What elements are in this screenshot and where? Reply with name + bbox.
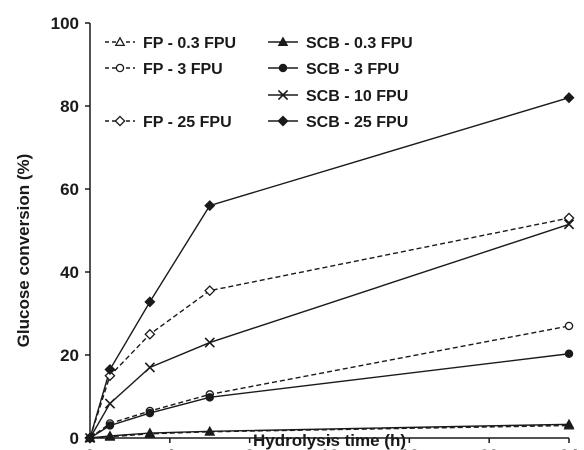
data-point-scb-0-3-fpu [144, 427, 156, 438]
legend-marker-scb-0-3-fpu [277, 36, 289, 47]
x-tick-label: 8 [245, 446, 254, 450]
y-tick-label: 40 [60, 263, 79, 282]
y-tick-label: 0 [70, 429, 79, 448]
x-tick-label: 4 [165, 446, 175, 450]
legend-marker-scb-25-fpu [277, 115, 289, 127]
data-point-scb-10-fpu [563, 219, 575, 230]
x-axis-title: Hydrolysis time (h) [253, 431, 406, 450]
data-point-scb-25-fpu [563, 92, 575, 104]
y-axis-title: Glucose conversion (%) [14, 154, 33, 348]
data-point-fp-25-fpu [144, 328, 156, 340]
y-tick-label: 20 [60, 346, 79, 365]
legend-marker-fp-3-fpu [115, 63, 125, 73]
legend: FP - 0.3 FPU FP - 3 FPU FP - 25 FPU SCB - 0… [105, 35, 413, 131]
data-point-fp-25-fpu [563, 212, 575, 224]
x-tick-label: 12 [320, 446, 339, 450]
legend-label-scb-25-fpu: SCB - 25 FPU [306, 114, 408, 131]
series-line-scb-25-fpu [89, 97, 570, 439]
series-markers [84, 92, 575, 444]
x-tick-label: 24 [560, 446, 579, 450]
axes [89, 23, 569, 439]
legend-label-scb-0-3-fpu: SCB - 0.3 FPU [306, 35, 413, 52]
data-point-fp-3-fpu [564, 321, 574, 331]
legend-label-fp-3-fpu: FP - 3 FPU [143, 61, 223, 78]
data-point-scb-3-fpu [145, 408, 155, 418]
x-tick-label: 20 [480, 446, 499, 450]
data-point-scb-10-fpu [144, 362, 156, 373]
data-point-scb-3-fpu [205, 393, 214, 402]
data-point-scb-10-fpu [104, 398, 116, 409]
data-point-scb-0-3-fpu [104, 430, 116, 440]
series-line-fp-3-fpu [89, 325, 570, 439]
legend-marker-scb-10-fpu [277, 89, 289, 101]
data-point-scb-25-fpu [144, 296, 156, 308]
legend-marker-scb-3-fpu [278, 63, 288, 73]
y-tick-label: 60 [60, 180, 79, 199]
tick-group: 0 4 8 12 16 20 24 0 20 40 60 80 100 [51, 14, 579, 450]
legend-marker-fp-0-3-fpu [114, 36, 126, 47]
data-point-fp-25-fpu [204, 285, 216, 297]
data-point-scb-0-3-fpu [563, 418, 575, 429]
legend-marker-fp-25-fpu [114, 115, 126, 127]
y-tick-label: 100 [51, 14, 79, 33]
legend-label-fp-0-3-fpu: FP - 0.3 FPU [143, 35, 236, 52]
series-lines [89, 97, 570, 439]
data-point-scb-25-fpu [204, 200, 216, 212]
data-point-scb-25-fpu [104, 364, 116, 376]
x-tick-label: 0 [85, 446, 94, 450]
legend-label-scb-10-fpu: SCB - 10 FPU [306, 88, 408, 105]
y-tick-label: 80 [60, 97, 79, 116]
series-line-scb-10-fpu [89, 223, 570, 439]
data-point-scb-3-fpu [564, 349, 574, 359]
series-line-fp-25-fpu [89, 217, 570, 439]
data-point-scb-3-fpu [105, 421, 115, 430]
legend-label-scb-3-fpu: SCB - 3 FPU [306, 61, 399, 78]
data-point-scb-10-fpu [204, 337, 215, 348]
x-tick-label: 16 [400, 446, 419, 450]
legend-label-fp-25-fpu: FP - 25 FPU [143, 114, 232, 131]
data-point-fp-25-fpu [104, 370, 116, 382]
data-point-scb-0-3-fpu [204, 425, 216, 436]
data-point-scb-25-fpu [84, 432, 96, 444]
